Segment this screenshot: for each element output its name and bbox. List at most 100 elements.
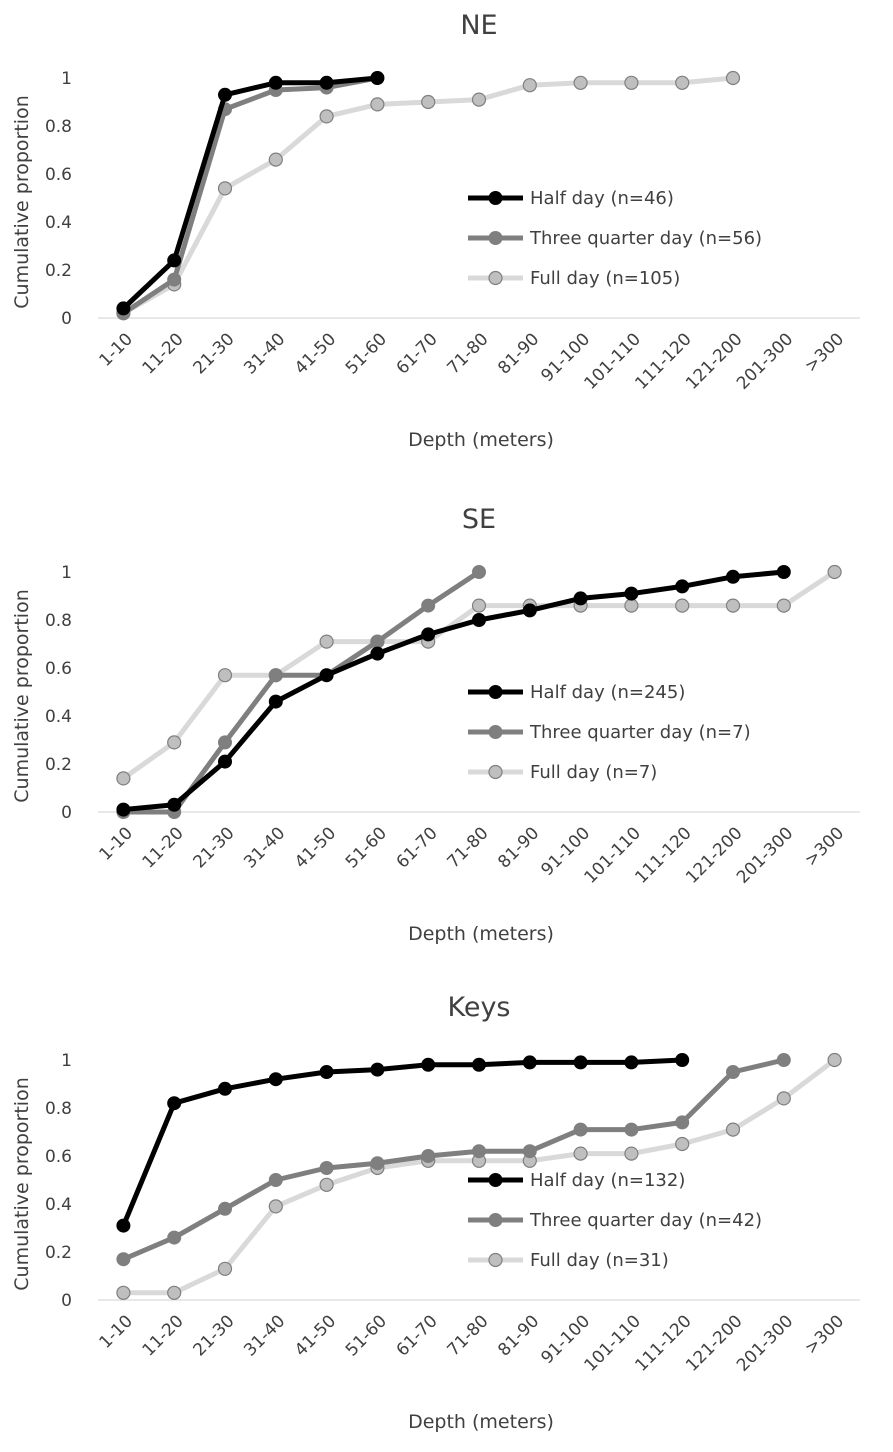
series-1 [116, 565, 486, 819]
data-point [624, 1055, 639, 1070]
y-tick-label: 0.8 [45, 611, 72, 631]
x-tick-label: 1-10 [96, 329, 137, 370]
y-axis-label: Cumulative proportion [11, 589, 33, 802]
x-tick-label: 201-300 [733, 1311, 797, 1375]
data-point [776, 1091, 791, 1106]
legend-swatch-marker [488, 1173, 503, 1187]
data-point [573, 75, 588, 90]
data-point [116, 771, 131, 786]
data-point [167, 253, 182, 268]
data-point [522, 78, 537, 93]
legend-label: Full day (n=105) [530, 268, 680, 289]
data-point [776, 1053, 791, 1067]
data-point [725, 598, 741, 613]
data-point [167, 1096, 182, 1111]
data-point [624, 598, 639, 613]
data-point [268, 1199, 283, 1214]
legend-swatch-marker [488, 191, 503, 205]
data-point [726, 1065, 740, 1079]
data-point [116, 1218, 131, 1233]
x-tick-label: 11-20 [139, 823, 188, 872]
y-tick-label: 0.6 [45, 165, 72, 185]
legend-label: Half day (n=132) [530, 1170, 685, 1191]
data-point [268, 152, 283, 167]
data-point [471, 92, 487, 107]
y-tick-label: 0.6 [45, 659, 72, 679]
data-point [268, 1173, 283, 1187]
data-point [675, 1115, 690, 1130]
series-line [120, 75, 380, 311]
data-point [116, 802, 131, 817]
data-point [268, 75, 283, 90]
x-tick-label: 41-50 [291, 329, 340, 378]
y-tick-label: 0.8 [45, 117, 72, 137]
data-point [217, 181, 233, 196]
data-point [319, 1177, 334, 1192]
chart-title: NE [460, 10, 497, 41]
legend-label: Full day (n=7) [530, 762, 657, 783]
series-0 [116, 71, 385, 316]
data-point [472, 1057, 486, 1072]
data-point [421, 627, 436, 642]
data-point [573, 1055, 588, 1070]
data-point [218, 754, 232, 769]
data-point [573, 1122, 588, 1137]
x-tick-label: 21-30 [189, 329, 238, 378]
data-point [370, 646, 385, 661]
data-point [319, 634, 334, 649]
x-tick-label: 1-10 [96, 1311, 137, 1352]
legend-swatch-marker [488, 725, 503, 739]
x-tick-label: 21-30 [189, 1311, 238, 1360]
y-tick-label: 0.2 [45, 261, 72, 281]
y-axis-label: Cumulative proportion [11, 1077, 33, 1290]
data-point [268, 1072, 283, 1087]
data-point [472, 613, 486, 627]
data-point [573, 1146, 588, 1161]
series-0 [116, 565, 791, 817]
y-tick-label: 0.4 [45, 707, 72, 727]
data-point [319, 1161, 334, 1175]
series-0 [116, 1053, 690, 1233]
data-point [472, 1144, 486, 1159]
data-point [319, 109, 334, 124]
data-point [319, 1065, 334, 1079]
data-point [421, 598, 436, 613]
y-tick-label: 0 [61, 1291, 72, 1311]
data-point [573, 591, 588, 606]
data-point [472, 565, 486, 579]
data-point [167, 1285, 182, 1300]
data-point [522, 1055, 537, 1070]
data-point [624, 75, 639, 90]
x-tick-label: 71-80 [443, 1311, 492, 1360]
x-tick-label: 21-30 [189, 823, 238, 872]
x-tick-label: 201-300 [733, 329, 797, 393]
data-point [370, 97, 385, 112]
chart-title: Keys [447, 992, 510, 1023]
chart-title: SE [462, 504, 496, 535]
legend-swatch-marker [488, 1252, 503, 1268]
data-point [675, 1136, 690, 1152]
x-tick-label: 81-90 [494, 1311, 543, 1360]
y-tick-label: 0 [61, 803, 72, 823]
x-tick-label: 61-70 [393, 1311, 442, 1360]
x-tick-label: 71-80 [443, 329, 492, 378]
y-tick-label: 0.4 [45, 1195, 72, 1215]
y-tick-label: 0.2 [45, 1243, 72, 1263]
data-point [319, 75, 334, 90]
legend-label: Three quarter day (n=56) [529, 228, 762, 249]
data-point [675, 579, 690, 594]
legend-label: Half day (n=46) [530, 188, 674, 209]
x-tick-label: 61-70 [393, 823, 442, 872]
x-tick-label: 201-300 [733, 823, 797, 887]
legend-label: Three quarter day (n=7) [529, 722, 751, 743]
x-tick-label: 81-90 [494, 823, 543, 872]
data-point [776, 598, 791, 613]
x-tick-label: 1-10 [96, 823, 137, 864]
x-tick-label: 31-40 [240, 1311, 289, 1360]
legend: Half day (n=245) Three quarter day (n=7) F… [468, 682, 751, 783]
legend-swatch-marker [488, 764, 503, 780]
x-tick-label: 11-20 [139, 329, 188, 378]
x-tick-label: 41-50 [291, 1311, 340, 1360]
data-point [675, 1053, 690, 1067]
series-line [120, 1057, 787, 1262]
